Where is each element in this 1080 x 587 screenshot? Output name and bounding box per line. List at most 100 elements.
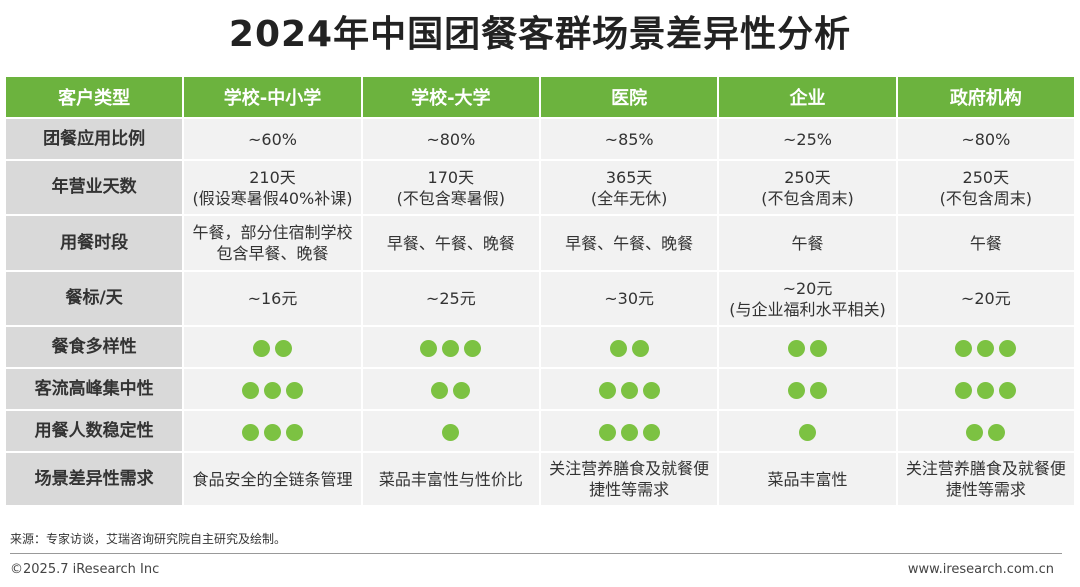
rating-dot-icon <box>442 339 460 357</box>
cell-line: (全年无休) <box>590 188 668 208</box>
comparison-table: 客户类型 学校-中小学 学校-大学 医院 企业 政府机构 团餐应用比例 ~60% ~… <box>4 75 1076 507</box>
cell-line: 食品安全的全链条管理 <box>192 469 353 489</box>
rating-dots <box>955 339 1017 357</box>
cell-line: ~16元 <box>247 289 298 308</box>
rating-cell <box>184 411 361 451</box>
header-column: 学校-中小学 <box>184 77 361 117</box>
cell-line: 午餐 <box>791 233 824 253</box>
rating-dots <box>252 339 292 357</box>
table-cell: ~20元 (与企业福利水平相关) <box>719 272 896 325</box>
rating-dots <box>442 423 460 441</box>
source-note: 来源：专家访谈，艾瑞咨询研究院自主研究及绘制。 <box>10 532 287 546</box>
table-cell: ~16元 <box>184 272 361 325</box>
row-label: 团餐应用比例 <box>6 119 183 159</box>
header-column: 学校-大学 <box>362 77 539 117</box>
rating-dot-icon <box>241 381 259 399</box>
rating-cell <box>719 327 896 367</box>
cell-line: 午餐，部分住宿制学校 <box>192 223 353 242</box>
table-row: 餐标/天 ~16元 ~25元 ~30元 ~20元 (与企业福利水平相关) ~20元 <box>6 272 1074 325</box>
rating-dot-icon <box>787 381 805 399</box>
cell-line: ~20元 <box>782 278 833 298</box>
rating-cell <box>897 327 1074 367</box>
cell-line: ~80% <box>426 129 476 149</box>
rating-dots <box>966 423 1006 441</box>
table-cell: ~80% <box>897 119 1074 159</box>
rating-dot-icon <box>955 339 973 357</box>
website-url: www.iresearch.com.cn <box>907 562 1054 577</box>
rating-dots <box>609 339 649 357</box>
table-cell: 午餐，部分住宿制学校 包含早餐、晚餐 <box>184 216 361 270</box>
rating-dot-icon <box>955 381 973 399</box>
rating-cell <box>719 411 896 451</box>
rating-dot-icon <box>442 423 460 441</box>
rating-dot-icon <box>642 381 660 399</box>
cell-line: ~25元 <box>425 289 476 308</box>
cell-line: ~80% <box>961 129 1011 149</box>
cell-line: 菜品丰富性与性价比 <box>378 469 523 489</box>
rating-dot-icon <box>420 339 438 357</box>
rating-row: 餐食多样性 <box>6 327 1074 367</box>
rating-dot-icon <box>999 381 1017 399</box>
rating-dot-icon <box>620 423 638 441</box>
cell-line: 关注营养膳食及就餐便 <box>549 459 710 478</box>
page-title: 2024年中国团餐客群场景差异性分析 <box>228 14 852 55</box>
table-cell: 365天 (全年无休) <box>540 161 718 214</box>
rating-dots <box>241 423 303 441</box>
cell-line: (与企业福利水平相关) <box>729 299 886 319</box>
table-cell: ~25% <box>719 119 896 159</box>
rating-cell <box>719 369 896 409</box>
cell-line: 250天 <box>962 167 1010 187</box>
rating-dot-icon <box>977 381 995 399</box>
rating-cell <box>184 327 361 367</box>
rating-dots <box>787 339 827 357</box>
cell-line: ~85% <box>604 129 654 149</box>
table-cell: 关注营养膳食及就餐便 捷性等需求 <box>897 453 1074 505</box>
rating-dot-icon <box>431 381 449 399</box>
copyright: ©2025.7 iResearch Inc <box>10 562 160 577</box>
rating-dot-icon <box>453 381 471 399</box>
table-cell: 250天 (不包含周末) <box>897 161 1074 214</box>
rating-cell <box>362 369 539 409</box>
cell-line: 250天 <box>784 167 831 187</box>
table-cell: 250天 (不包含周末) <box>719 161 896 214</box>
cell-line: 捷性等需求 <box>945 480 1026 499</box>
cell-line: (假设寒暑假40%补课) <box>192 188 353 208</box>
rating-dot-icon <box>598 381 616 399</box>
rating-dots <box>598 381 660 399</box>
rating-dots <box>598 423 660 441</box>
rating-cell <box>897 369 1074 409</box>
rating-dot-icon <box>598 423 616 441</box>
cell-line: ~30元 <box>604 289 655 308</box>
rating-dot-icon <box>999 339 1017 357</box>
rating-dots <box>241 381 303 399</box>
rating-cell <box>184 369 361 409</box>
table-row: 年营业天数 210天 (假设寒暑假40%补课) 170天 (不包含寒暑假) 365天 (全年… <box>6 161 1074 214</box>
table-cell: 210天 (假设寒暑假40%补课) <box>184 161 361 214</box>
rating-dots <box>420 339 482 357</box>
table-cell: ~85% <box>540 119 718 159</box>
rating-dot-icon <box>620 381 638 399</box>
table-cell: 关注营养膳食及就餐便 捷性等需求 <box>540 453 718 505</box>
header-column: 企业 <box>719 77 896 117</box>
footer-divider <box>10 553 1062 554</box>
rating-dot-icon <box>809 339 827 357</box>
row-label: 用餐人数稳定性 <box>6 411 183 451</box>
rating-row: 用餐人数稳定性 <box>6 411 1074 451</box>
rating-cell <box>540 369 718 409</box>
table-row: 用餐时段 午餐，部分住宿制学校 包含早餐、晚餐 早餐、午餐、晚餐 早餐、午餐、晚餐 午餐 午… <box>6 216 1074 270</box>
table-cell: 170天 (不包含寒暑假) <box>362 161 539 214</box>
cell-line: (不包含寒暑假) <box>396 188 506 208</box>
cell-line: 包含早餐、晚餐 <box>216 244 329 263</box>
header-column: 医院 <box>540 77 718 117</box>
rating-dot-icon <box>263 381 281 399</box>
cell-line: 210天 <box>249 167 296 187</box>
table-cell: ~20元 <box>897 272 1074 325</box>
rating-dot-icon <box>809 381 827 399</box>
table-cell: ~25元 <box>362 272 539 325</box>
table-cell: 午餐 <box>719 216 896 270</box>
rating-dot-icon <box>631 339 649 357</box>
table-cell: ~60% <box>184 119 361 159</box>
rating-dot-icon <box>241 423 259 441</box>
rating-dot-icon <box>285 423 303 441</box>
rating-dot-icon <box>798 423 816 441</box>
